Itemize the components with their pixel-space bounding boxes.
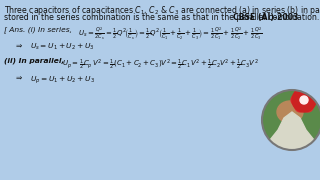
Text: $\Rightarrow$: $\Rightarrow$ <box>14 74 23 81</box>
Text: Three capacitors of capacitances $C_1$, $C_2$ & $C_3$ are connected (a) in serie: Three capacitors of capacitances $C_1$, … <box>4 4 320 17</box>
Circle shape <box>300 96 308 104</box>
Text: $U_s = \frac{Q^2}{2C_s} = \frac{1}{2}Q^2\!\left(\frac{1}{C_s}\right) = \frac{1}{: $U_s = \frac{Q^2}{2C_s} = \frac{1}{2}Q^2… <box>78 25 263 42</box>
Circle shape <box>307 95 317 105</box>
Circle shape <box>303 102 313 112</box>
Text: $\Rightarrow$: $\Rightarrow$ <box>14 42 23 49</box>
Text: $U_s = U_1 + U_2 + U_3$: $U_s = U_1 + U_2 + U_3$ <box>30 42 94 52</box>
Text: (ii) In parallel,: (ii) In parallel, <box>4 58 64 64</box>
Polygon shape <box>262 112 320 155</box>
Text: stored in the series combination is the same as that in the parallel combination: stored in the series combination is the … <box>4 13 319 22</box>
Ellipse shape <box>277 101 303 123</box>
Circle shape <box>262 90 320 150</box>
Circle shape <box>303 88 313 98</box>
Text: CBSE (AI)-2003: CBSE (AI)-2003 <box>233 13 298 22</box>
Text: $U_p = \frac{1}{2}C_p\,V^2 = \frac{1}{2}(C_1+C_2+C_3)V^2 = \frac{1}{2}C_1 V^2+\f: $U_p = \frac{1}{2}C_p\,V^2 = \frac{1}{2}… <box>62 58 259 72</box>
Circle shape <box>291 95 301 105</box>
Circle shape <box>295 102 305 112</box>
Circle shape <box>292 88 316 112</box>
Circle shape <box>295 88 305 98</box>
Text: $U_p = U_1 + U_2 + U_3$: $U_p = U_1 + U_2 + U_3$ <box>30 74 95 85</box>
Text: [ Ans. (i) In series,: [ Ans. (i) In series, <box>4 26 72 33</box>
